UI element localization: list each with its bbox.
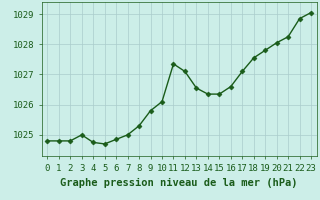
X-axis label: Graphe pression niveau de la mer (hPa): Graphe pression niveau de la mer (hPa): [60, 178, 298, 188]
